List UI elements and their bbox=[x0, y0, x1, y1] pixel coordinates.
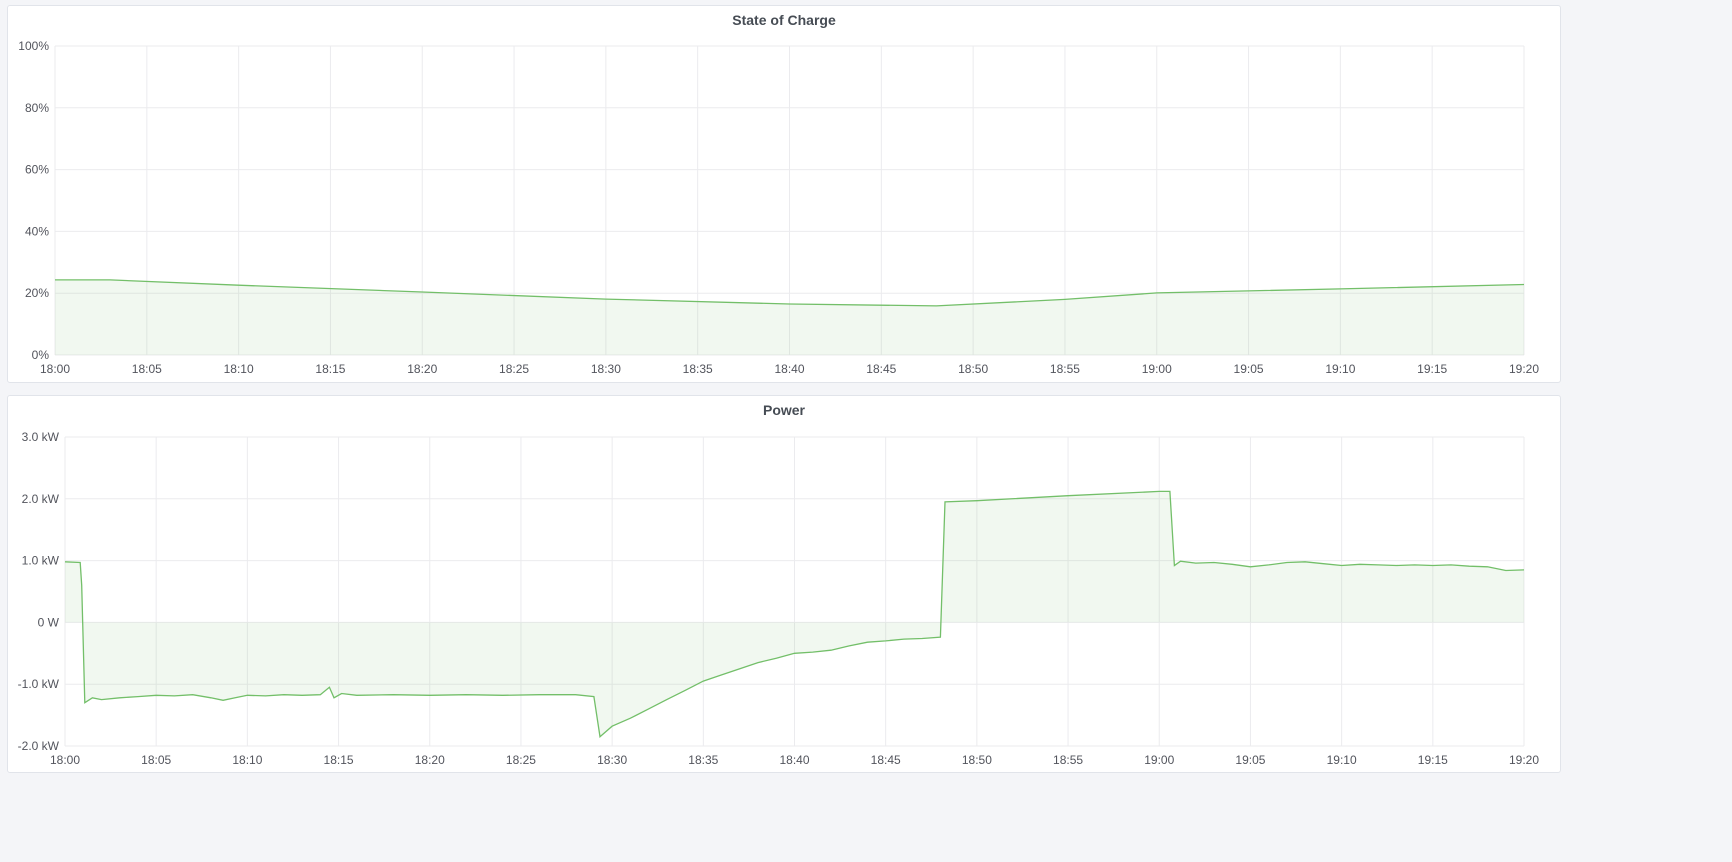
x-tick-label: 18:05 bbox=[141, 753, 171, 767]
y-tick-label: 1.0 kW bbox=[22, 554, 60, 568]
y-tick-label: 0% bbox=[32, 348, 50, 362]
x-tick-label: 18:50 bbox=[958, 362, 988, 376]
y-tick-label: 20% bbox=[25, 286, 49, 300]
x-tick-label: 18:35 bbox=[688, 753, 718, 767]
x-tick-label: 19:15 bbox=[1418, 753, 1448, 767]
x-tick-label: 18:20 bbox=[415, 753, 445, 767]
x-tick-label: 18:50 bbox=[962, 753, 992, 767]
y-tick-label: 0 W bbox=[38, 615, 60, 629]
x-tick-label: 18:40 bbox=[779, 753, 809, 767]
x-tick-label: 19:00 bbox=[1142, 362, 1172, 376]
y-tick-label: 2.0 kW bbox=[22, 492, 60, 506]
x-tick-label: 18:55 bbox=[1053, 753, 1083, 767]
x-tick-label: 18:25 bbox=[506, 753, 536, 767]
x-tick-label: 18:05 bbox=[132, 362, 162, 376]
series-line bbox=[55, 279, 1525, 307]
series-area bbox=[55, 279, 1524, 355]
x-tick-label: 19:10 bbox=[1327, 753, 1357, 767]
x-tick-label: 18:10 bbox=[232, 753, 262, 767]
y-tick-label: 40% bbox=[25, 224, 49, 238]
x-tick-label: 18:20 bbox=[407, 362, 437, 376]
soc-chart: 0% 20% 40% 60% 80% 100% 18:00 18:05 18:10 18:15 18… bbox=[18, 39, 1539, 376]
x-tick-label: 18:40 bbox=[774, 362, 804, 376]
power-chart: -2.0 kW -1.0 kW 0 W 1.0 kW 2.0 kW 3.0 kW 18:00… bbox=[18, 430, 1540, 767]
soc-panel-title: State of Charge bbox=[732, 12, 836, 28]
y-tick-label: 100% bbox=[18, 39, 49, 53]
x-tick-label: 18:45 bbox=[871, 753, 901, 767]
x-tick-label: 19:20 bbox=[1509, 753, 1539, 767]
x-tick-label: 19:05 bbox=[1234, 362, 1264, 376]
x-tick-label: 18:15 bbox=[324, 753, 354, 767]
y-tick-label: 3.0 kW bbox=[22, 430, 60, 444]
x-tick-label: 19:20 bbox=[1509, 362, 1539, 376]
x-tick-label: 18:25 bbox=[499, 362, 529, 376]
x-tick-label: 19:00 bbox=[1144, 753, 1174, 767]
soc-panel: State of Charge 0% 20% 40% 60% 80% 100% 18:00 1… bbox=[7, 5, 1561, 383]
power-panel: Power -2.0 kW -1.0 kW 0 W 1.0 kW 2.0 kW 3.0 k… bbox=[7, 395, 1561, 773]
x-tick-label: 18:35 bbox=[683, 362, 713, 376]
y-tick-label: 60% bbox=[25, 163, 49, 177]
x-tick-label: 19:15 bbox=[1417, 362, 1447, 376]
x-tick-label: 19:05 bbox=[1235, 753, 1265, 767]
x-tick-label: 18:15 bbox=[315, 362, 345, 376]
x-tick-label: 18:10 bbox=[224, 362, 254, 376]
x-tick-label: 18:30 bbox=[591, 362, 621, 376]
y-tick-label: -1.0 kW bbox=[18, 677, 60, 691]
power-panel-title: Power bbox=[762, 402, 805, 418]
series-line bbox=[64, 490, 1525, 738]
x-tick-label: 18:00 bbox=[40, 362, 70, 376]
x-tick-label: 18:00 bbox=[50, 753, 80, 767]
series-area bbox=[65, 491, 1524, 737]
y-tick-label: -2.0 kW bbox=[18, 739, 60, 753]
x-tick-label: 18:30 bbox=[597, 753, 627, 767]
x-tick-label: 18:45 bbox=[866, 362, 896, 376]
x-tick-label: 18:55 bbox=[1050, 362, 1080, 376]
x-tick-label: 19:10 bbox=[1325, 362, 1355, 376]
y-tick-label: 80% bbox=[25, 101, 49, 115]
